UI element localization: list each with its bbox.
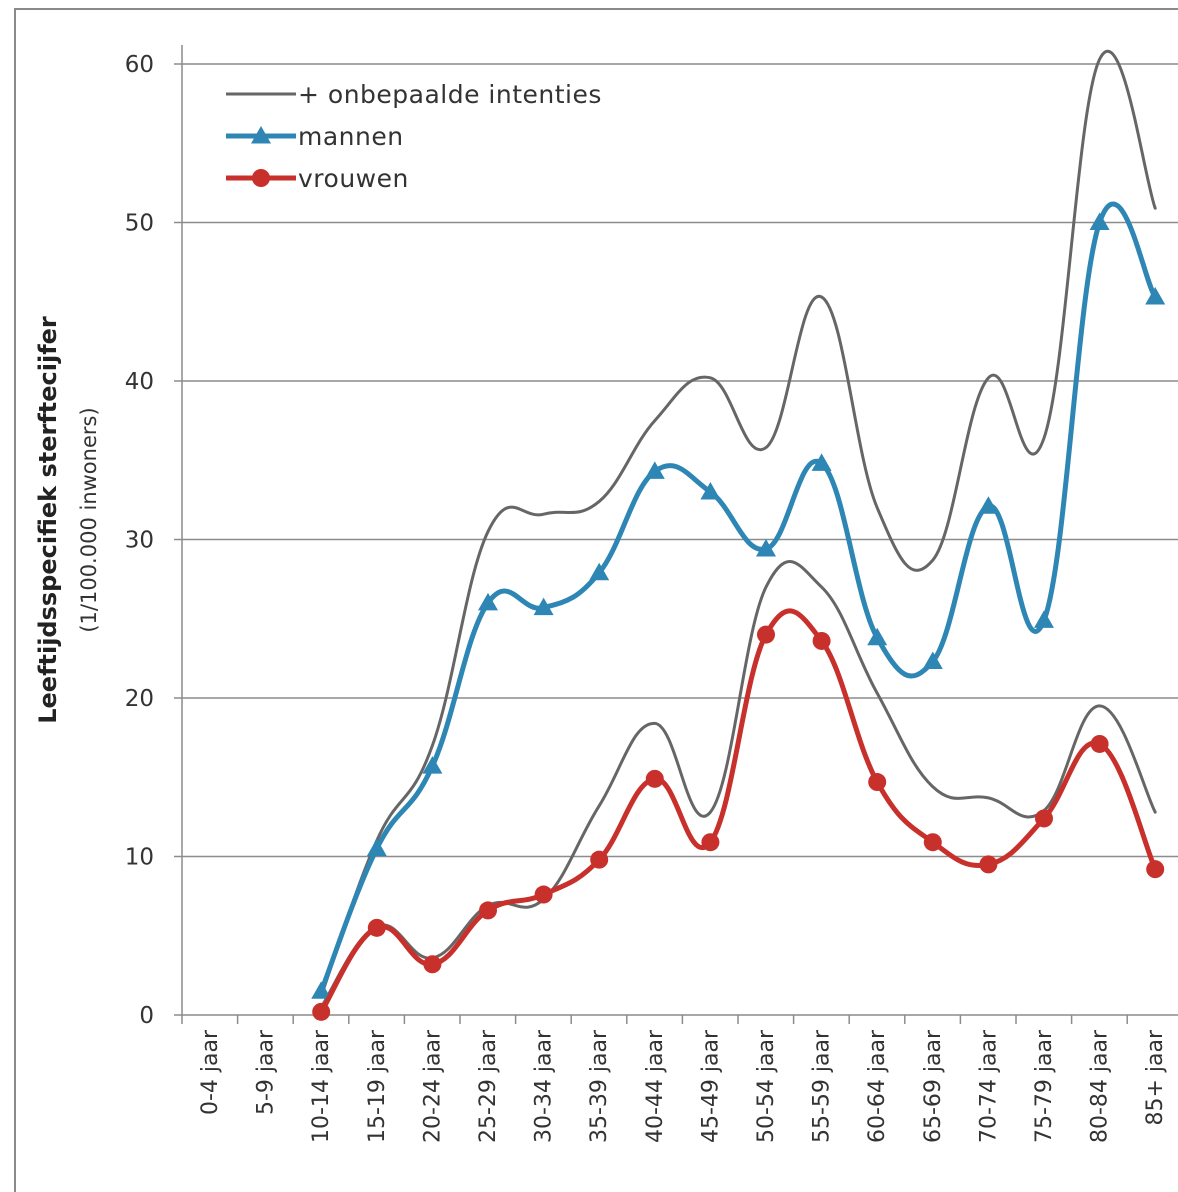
data-point-triangle	[533, 597, 554, 616]
gridlines	[182, 63, 1178, 858]
series-line	[318, 201, 1158, 994]
x-tick-label: 5-9 jaar	[254, 1029, 279, 1115]
legend-label: mannen	[298, 122, 404, 151]
data-point-triangle	[589, 562, 610, 581]
data-point-circle	[534, 885, 553, 904]
data-point-circle	[868, 773, 887, 792]
x-tick-label: 30-34 jaar	[532, 1029, 557, 1143]
x-tick-label: 20-24 jaar	[420, 1029, 445, 1143]
data-point-triangle	[644, 461, 665, 479]
legend-label: vrouwen	[298, 164, 409, 193]
series-line	[318, 608, 1158, 1015]
data-point-circle	[312, 1002, 331, 1021]
data-point-circle	[1090, 734, 1109, 753]
data-point-circle	[423, 955, 442, 974]
data-point-circle	[590, 850, 609, 869]
data-point-circle	[1035, 809, 1053, 828]
y-tick-label: 10	[125, 845, 154, 871]
y-tick-label: 50	[125, 211, 154, 237]
legend-marker-triangle	[251, 126, 271, 144]
x-tick-label: 0-4 jaar	[198, 1029, 223, 1115]
y-axis-title: Leeftijdsspecifiek sterftecijfer (1/100.…	[34, 316, 101, 724]
y-axis-unit: (1/100.000 inwoners)	[77, 407, 101, 632]
x-tick-label: 50-54 jaar	[754, 1029, 779, 1143]
x-tick-label: 70-74 jaar	[976, 1029, 1001, 1143]
series-line	[319, 560, 1157, 1009]
y-tick-label: 60	[125, 52, 154, 78]
data-point-triangle	[1145, 286, 1166, 305]
x-tick-label: 35-39 jaar	[587, 1029, 612, 1143]
x-tick-label: 25-29 jaar	[476, 1029, 501, 1143]
x-tick-label: 55-59 jaar	[810, 1029, 835, 1143]
data-point-circle	[1146, 860, 1165, 879]
legend: + onbepaalde intenties mannen vrouwen	[226, 80, 602, 193]
y-tick-label: 0	[139, 1003, 154, 1029]
data-point-triangle	[422, 756, 443, 774]
legend-label: + onbepaalde intenties	[298, 80, 602, 109]
data-point-triangle	[311, 981, 332, 999]
x-tick-label: 45-49 jaar	[698, 1029, 723, 1143]
data-point-circle	[979, 855, 998, 874]
data-point-triangle	[366, 838, 387, 857]
x-tick-label: 10-14 jaar	[309, 1029, 334, 1143]
x-tick-label: 15-19 jaar	[365, 1029, 390, 1143]
axes: 0 10 20 30 40 50 60 0-4 jaar 5-9 jaar 10-14 jaar 1…	[125, 45, 1178, 1143]
data-point-circle	[645, 769, 664, 788]
y-tick-label: 30	[125, 528, 154, 554]
x-tick-label: 60-64 jaar	[865, 1029, 890, 1143]
data-point-triangle	[756, 539, 776, 557]
y-tick-label: 40	[125, 369, 154, 395]
data-point-triangle	[978, 496, 999, 514]
y-axis-label: Leeftijdsspecifiek sterftecijfer	[34, 316, 62, 724]
x-tick-label: 75-79 jaar	[1032, 1029, 1057, 1143]
x-tick-label: 40-44 jaar	[643, 1029, 668, 1143]
data-point-triangle	[478, 592, 498, 611]
x-tick-label: 85+ jaar	[1143, 1029, 1168, 1125]
data-point-triangle	[922, 651, 943, 670]
data-point-circle	[923, 833, 942, 852]
data-point-circle	[701, 833, 720, 852]
data-point-triangle	[1034, 610, 1054, 628]
data-point-triangle	[867, 627, 888, 646]
series-line	[319, 49, 1157, 998]
series-layer	[311, 49, 1166, 1021]
data-point-circle	[812, 631, 831, 650]
data-point-triangle	[700, 481, 721, 500]
data-point-triangle	[1089, 212, 1110, 230]
data-point-triangle	[811, 453, 832, 471]
data-point-circle	[367, 918, 386, 937]
data-point-circle	[757, 625, 775, 644]
x-tick-label: 80-84 jaar	[1088, 1029, 1113, 1143]
data-point-circle	[479, 901, 497, 920]
legend-marker-circle	[252, 169, 270, 187]
y-tick-label: 20	[125, 686, 154, 712]
x-tick-label: 65-69 jaar	[921, 1029, 946, 1143]
chart-frame	[14, 8, 1178, 1192]
